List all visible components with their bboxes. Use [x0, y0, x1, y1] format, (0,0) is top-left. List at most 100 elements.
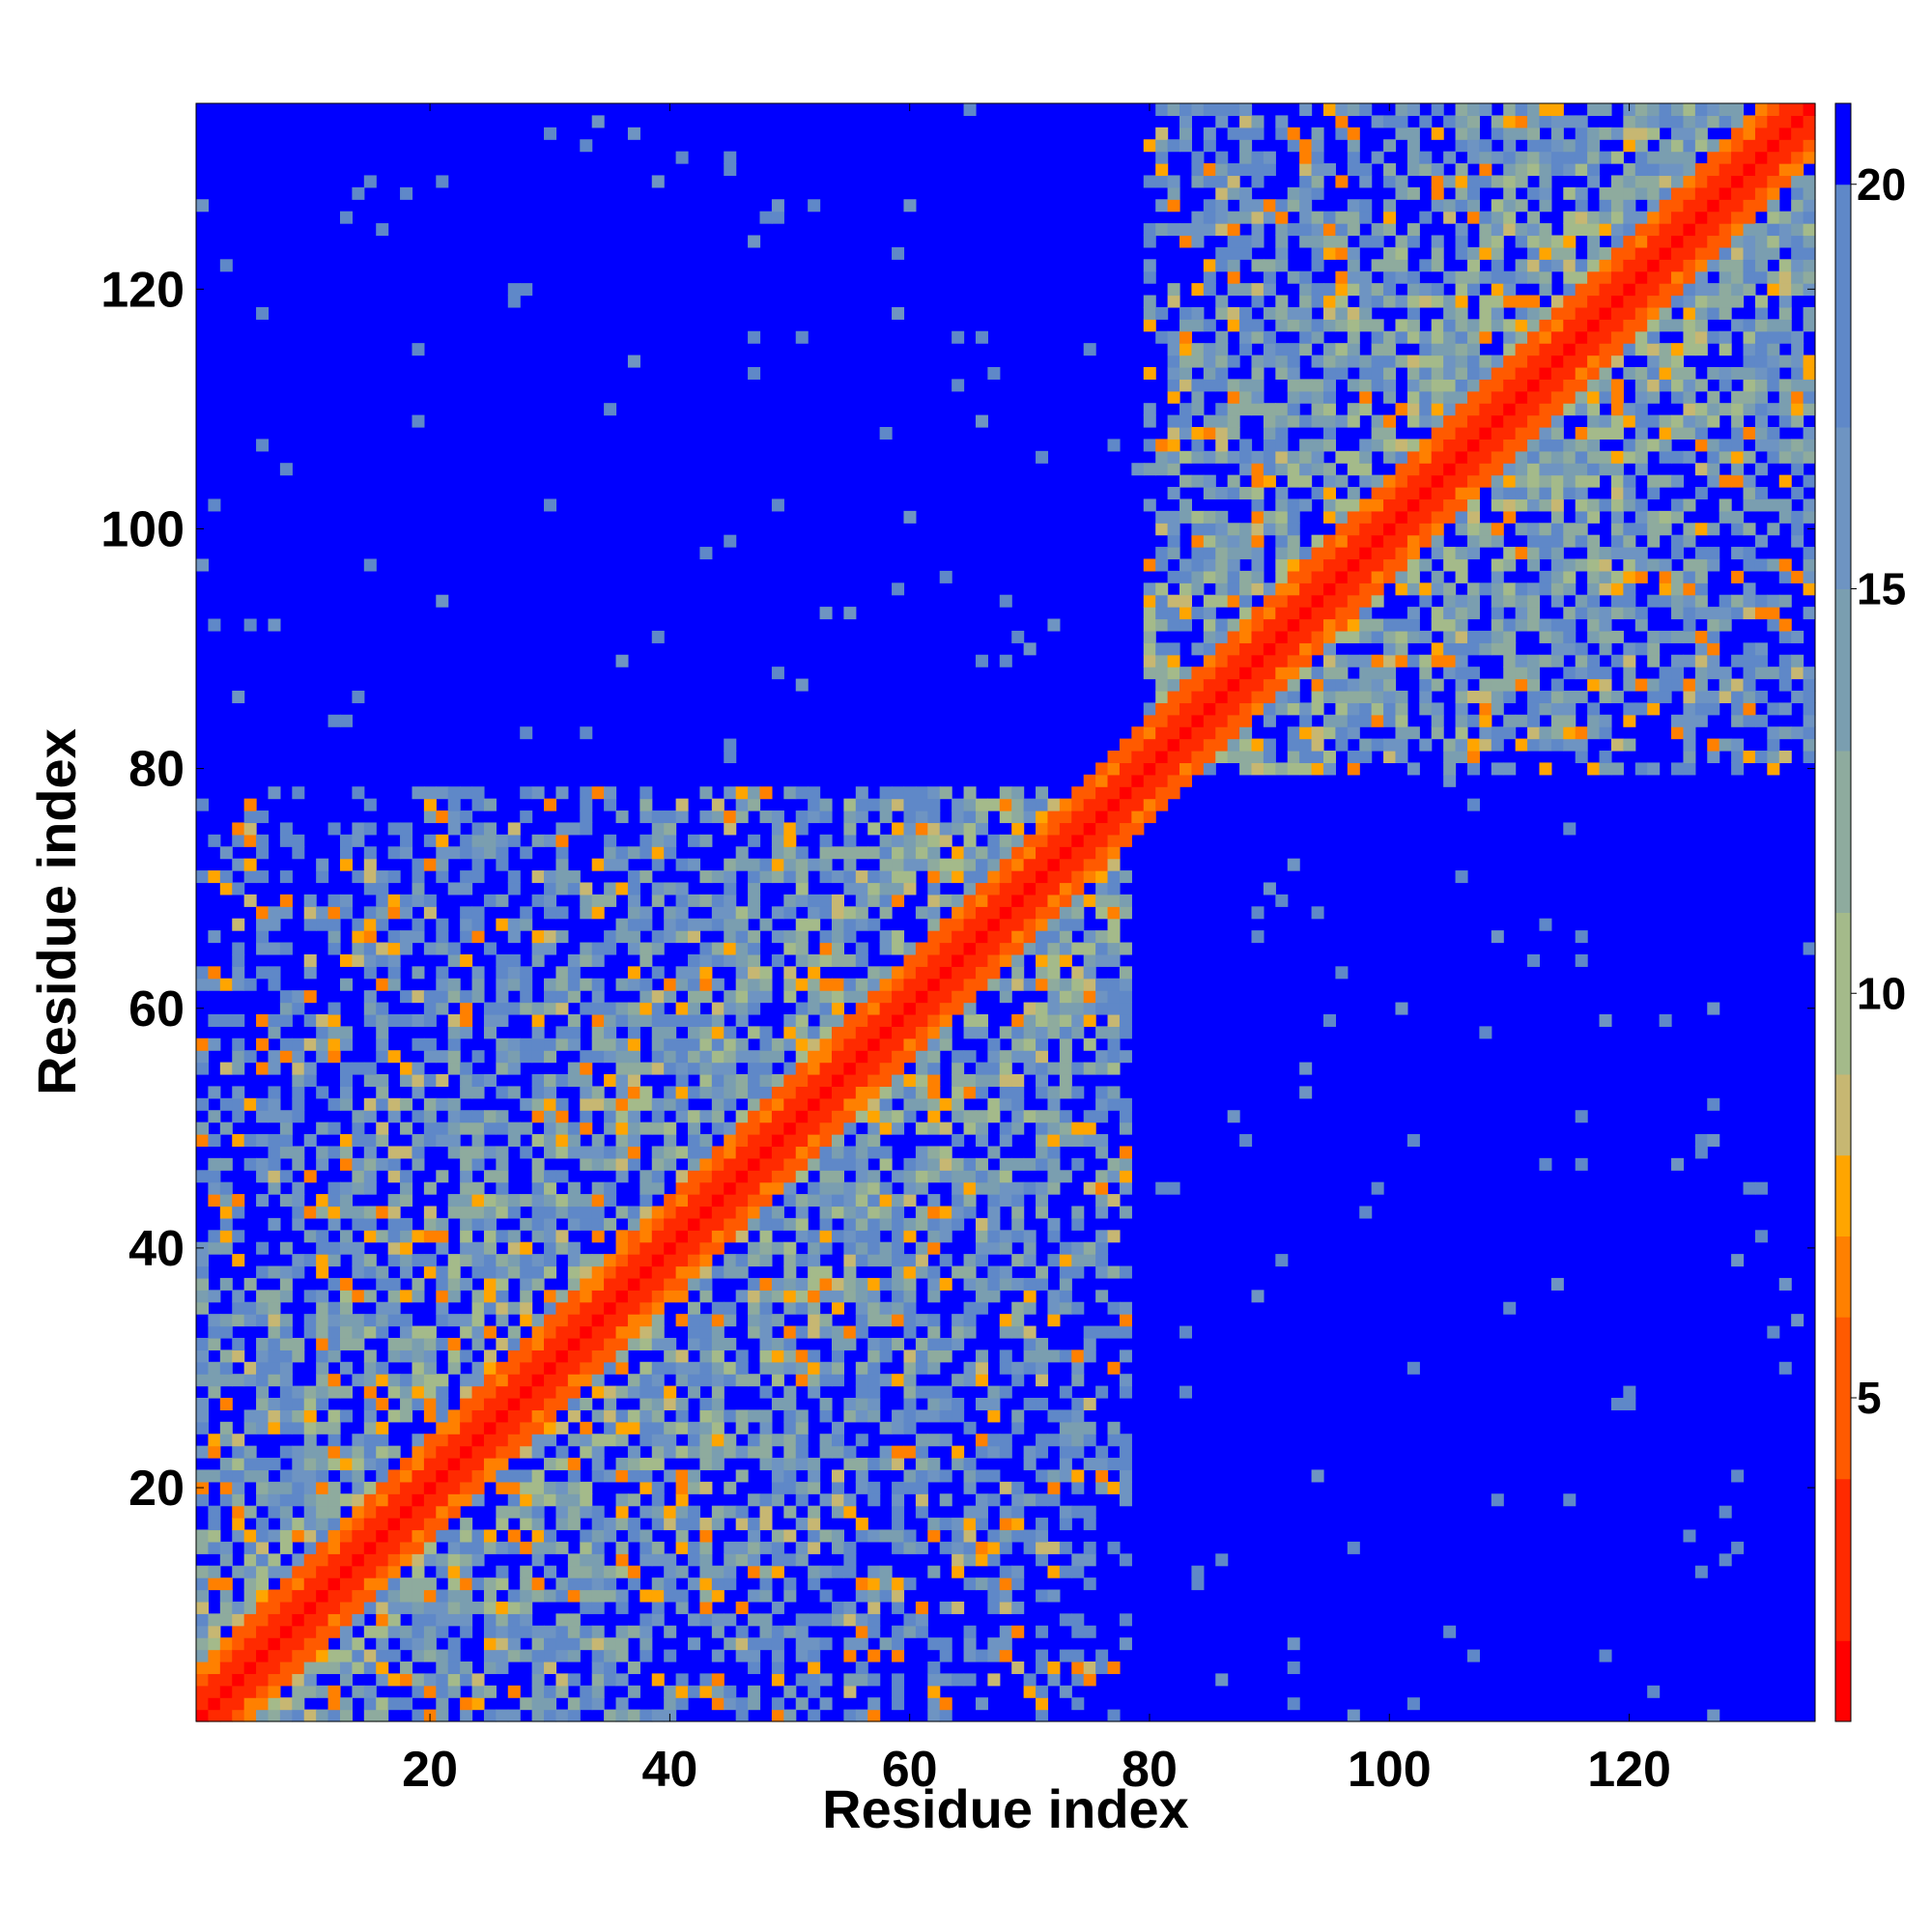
heatmap-cell — [1119, 1097, 1132, 1111]
heatmap-cell — [879, 1337, 893, 1350]
heatmap-cell — [303, 1685, 317, 1698]
heatmap-cell — [1322, 667, 1336, 680]
heatmap-cell — [615, 1074, 629, 1088]
heatmap-cell — [219, 1325, 233, 1339]
heatmap-cell — [831, 1301, 844, 1315]
heatmap-cell — [232, 1206, 245, 1219]
heatmap-cell — [771, 1458, 784, 1471]
heatmap-cell — [327, 1194, 341, 1208]
heatmap-cell — [1322, 510, 1336, 524]
heatmap-cell — [460, 1002, 473, 1015]
heatmap-cell — [975, 1350, 988, 1363]
heatmap-cell — [567, 1481, 581, 1494]
heatmap-cell — [855, 1469, 868, 1483]
heatmap-cell — [460, 1697, 473, 1711]
heatmap-cell — [699, 1170, 713, 1183]
heatmap-cell — [651, 1409, 665, 1423]
heatmap-cell — [927, 990, 941, 1004]
heatmap-cell — [1239, 163, 1253, 177]
heatmap-cell — [1011, 798, 1025, 811]
heatmap-cell — [627, 1050, 640, 1064]
heatmap-cell — [580, 1290, 593, 1303]
heatmap-cell — [892, 1290, 905, 1303]
heatmap-cell — [1119, 1013, 1132, 1027]
heatmap-cell — [1371, 702, 1384, 716]
heatmap-cell — [1107, 751, 1121, 764]
heatmap-cell — [1311, 762, 1324, 776]
heatmap-cell — [268, 1026, 281, 1039]
heatmap-cell — [232, 1110, 245, 1123]
heatmap-cell — [1047, 1290, 1061, 1303]
heatmap-cell — [748, 1637, 761, 1651]
heatmap-cell — [963, 1181, 977, 1195]
heatmap-cell — [748, 1097, 761, 1111]
heatmap-cell — [808, 1649, 821, 1662]
heatmap-cell — [1023, 918, 1037, 931]
heatmap-cell — [771, 1374, 784, 1387]
heatmap-cell — [748, 990, 761, 1004]
heatmap-cell — [1047, 1254, 1061, 1267]
heatmap-cell — [831, 1146, 844, 1159]
heatmap-cell — [855, 1577, 868, 1591]
heatmap-cell — [903, 1074, 917, 1088]
heatmap-cell — [279, 1625, 293, 1638]
heatmap-cell — [580, 1589, 593, 1603]
heatmap-cell — [1059, 1086, 1072, 1099]
heatmap-cell — [1155, 523, 1169, 536]
heatmap-cell — [1023, 1290, 1037, 1303]
heatmap-cell — [915, 846, 928, 860]
heatmap-cell — [327, 1277, 341, 1291]
heatmap-cell — [987, 1194, 1001, 1208]
heatmap-cell — [1191, 510, 1205, 524]
heatmap-cell — [952, 894, 965, 907]
heatmap-cell — [1322, 235, 1336, 248]
heatmap-cell — [987, 870, 1001, 884]
heatmap-cell — [1251, 630, 1264, 643]
heatmap-cell — [292, 1481, 305, 1494]
heatmap-cell — [927, 1265, 941, 1279]
heatmap-cell — [855, 1673, 868, 1687]
heatmap-cell — [1371, 678, 1384, 692]
heatmap-cell — [819, 953, 833, 967]
heatmap-cell — [376, 1037, 389, 1051]
heatmap-cell — [855, 1146, 868, 1159]
heatmap-cell — [831, 1337, 844, 1350]
heatmap-cell — [1155, 547, 1169, 560]
heatmap-cell — [256, 1110, 270, 1123]
heatmap-cell — [256, 1290, 270, 1303]
heatmap-cell — [1119, 1265, 1132, 1279]
heatmap-cell — [759, 1385, 773, 1399]
heatmap-cell — [627, 1409, 640, 1423]
heatmap-cell — [352, 1445, 365, 1459]
heatmap-cell — [1047, 1493, 1061, 1507]
heatmap-cell — [867, 1374, 881, 1387]
heatmap-cell — [1227, 211, 1240, 224]
heatmap-cell — [903, 1277, 917, 1291]
heatmap-cell — [1359, 199, 1373, 213]
heatmap-cell — [688, 1577, 701, 1591]
heatmap-cell — [879, 1565, 893, 1578]
heatmap-cell — [999, 1086, 1012, 1099]
heatmap-cell — [627, 1013, 640, 1027]
heatmap-cell — [759, 1434, 773, 1447]
heatmap-cell — [243, 1601, 257, 1614]
heatmap-cell — [436, 1217, 449, 1231]
heatmap-cell — [855, 1194, 868, 1208]
heatmap-cell — [423, 1434, 437, 1447]
heatmap-cell — [256, 810, 270, 824]
heatmap-cell — [748, 1613, 761, 1627]
heatmap-cell — [879, 1086, 893, 1099]
heatmap-cell — [688, 1157, 701, 1171]
heatmap-cell — [567, 1194, 581, 1208]
heatmap-cell — [460, 1062, 473, 1075]
heatmap-cell — [1263, 163, 1276, 177]
heatmap-cell — [639, 1505, 653, 1519]
heatmap-cell — [1371, 439, 1384, 452]
heatmap-cell — [1059, 1421, 1072, 1435]
heatmap-cell — [1251, 642, 1264, 656]
heatmap-cell — [387, 942, 401, 955]
heatmap-cell — [1275, 295, 1289, 308]
heatmap-cell — [316, 1374, 329, 1387]
heatmap-cell — [1107, 953, 1121, 967]
heatmap-cell — [327, 1589, 341, 1603]
